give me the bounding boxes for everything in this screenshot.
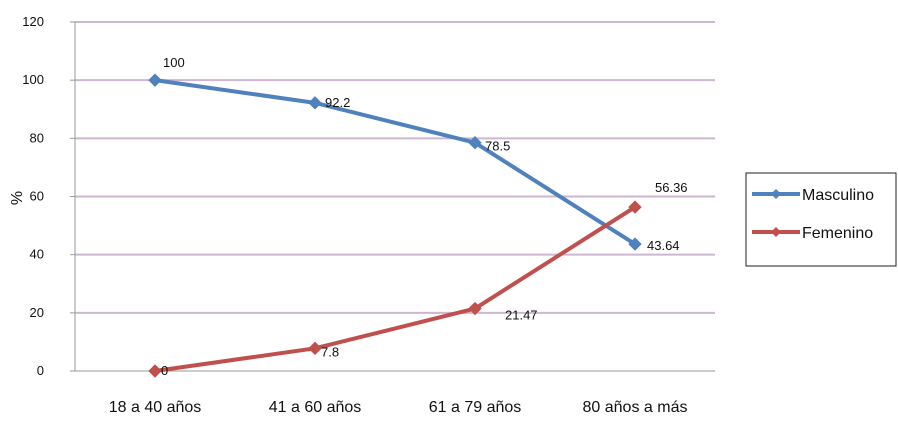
data-label: 56.36 [655, 180, 688, 195]
x-tick-labels: 18 a 40 años 41 a 60 años 61 a 79 años 80 a… [109, 399, 688, 416]
data-point-marker [628, 200, 642, 214]
data-point-marker [628, 237, 642, 251]
y-axis-label: % [9, 191, 26, 205]
y-tick-label: 40 [30, 247, 44, 262]
y-tick-label: 60 [30, 189, 44, 204]
legend-swatch-marker [771, 189, 781, 199]
legend-box [745, 172, 897, 267]
x-tick-label: 61 a 79 años [429, 399, 522, 416]
x-tick-label: 18 a 40 años [109, 399, 202, 416]
y-tick-label: 100 [22, 72, 44, 87]
data-point-marker [148, 364, 162, 378]
gridlines [75, 21, 715, 314]
y-tick-labels: 0 20 40 60 80 100 120 [22, 14, 75, 378]
y-tick-label: 120 [22, 14, 44, 29]
legend-swatch-marker [771, 227, 781, 237]
data-label: 43.64 [647, 238, 680, 253]
x-tick-label: 41 a 60 años [269, 399, 362, 416]
series-line-masculino [153, 78, 637, 247]
series-lines [148, 73, 642, 378]
y-tick-label: 0 [37, 363, 44, 378]
legend: Masculino Femenino [745, 172, 897, 267]
data-label: 78.5 [485, 139, 510, 154]
data-point-marker [468, 135, 482, 150]
x-tick-label: 80 años a más [583, 399, 688, 416]
data-point-marker [308, 341, 322, 356]
data-label: 100 [163, 55, 185, 70]
series-line-femenino [153, 205, 637, 373]
data-label: 21.47 [505, 308, 538, 323]
data-label: 92.2 [325, 95, 350, 110]
data-label: 7.8 [321, 344, 339, 359]
y-tick-label: 80 [30, 130, 44, 145]
data-point-marker [468, 301, 482, 316]
data-point-marker [148, 73, 162, 87]
y-tick-label: 20 [30, 305, 44, 320]
legend-entry-label: Femenino [802, 225, 873, 242]
data-labels: 100 92.2 78.5 43.64 0 7.8 21.47 56.36 [161, 55, 688, 378]
legend-entry-label: Masculino [802, 187, 874, 204]
data-point-marker [308, 96, 322, 110]
data-label: 0 [161, 363, 168, 378]
